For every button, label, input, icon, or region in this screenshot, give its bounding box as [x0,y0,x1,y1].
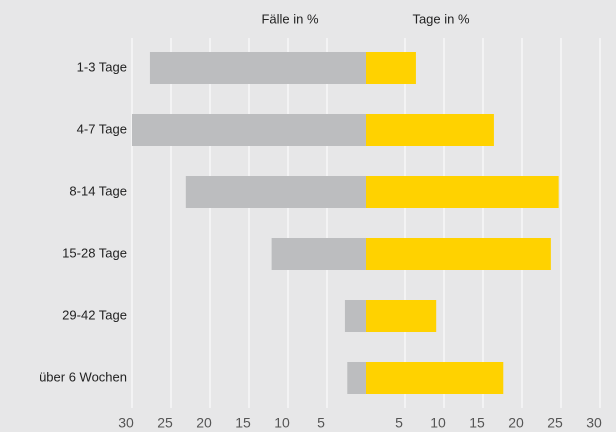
x-tick-label: 15 [235,415,251,431]
bar [185,176,366,208]
x-tick-label: 15 [469,415,485,431]
x-tick-label: 10 [274,415,290,431]
bar [366,362,504,394]
bar [347,362,366,394]
bar [344,300,366,332]
category-label: 8-14 Tage [69,183,127,198]
category-label: 15-28 Tage [62,245,127,260]
bar [132,114,366,146]
bar [366,300,437,332]
x-tick-label: 25 [547,415,563,431]
bar [366,114,494,146]
x-tick-label: 20 [196,415,212,431]
right-header: Tage in % [412,11,470,26]
x-tick-label: 20 [508,415,524,431]
bar [366,176,559,208]
x-tick-label: 5 [395,415,403,431]
bar [149,52,366,84]
category-label: über 6 Wochen [39,369,127,384]
x-tick-label: 10 [430,415,446,431]
x-tick-label: 25 [157,415,173,431]
left-header: Fälle in % [261,11,319,26]
category-label: 1-3 Tage [77,59,127,74]
category-label: 29-42 Tage [62,307,127,322]
bar [271,238,366,270]
x-tick-label: 5 [317,415,325,431]
bar [366,52,416,84]
x-tick-label: 30 [586,415,602,431]
bar [366,238,551,270]
category-label: 4-7 Tage [77,121,127,136]
x-tick-label: 30 [118,415,134,431]
